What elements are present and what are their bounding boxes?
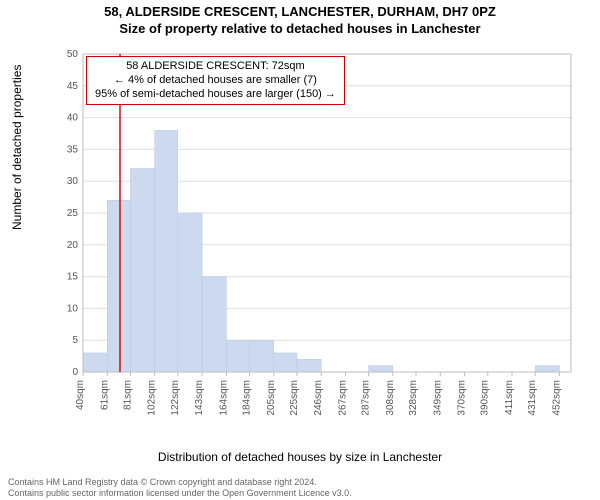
svg-text:102sqm: 102sqm: [147, 380, 158, 416]
svg-text:40: 40: [67, 113, 79, 124]
svg-text:164sqm: 164sqm: [218, 380, 229, 416]
info-line-1: 58 ALDERSIDE CRESCENT: 72sqm: [95, 60, 336, 74]
svg-text:246sqm: 246sqm: [313, 380, 324, 416]
svg-text:81sqm: 81sqm: [122, 380, 133, 410]
info-box: 58 ALDERSIDE CRESCENT: 72sqm ← 4% of det…: [86, 56, 345, 105]
info-line-2: ← 4% of detached houses are smaller (7): [95, 74, 336, 88]
info-line-3: 95% of semi-detached houses are larger (…: [95, 88, 336, 102]
svg-text:205sqm: 205sqm: [266, 380, 277, 416]
svg-text:143sqm: 143sqm: [194, 380, 205, 416]
footer-line-2: Contains public sector information licen…: [8, 488, 352, 498]
title-line-2: Size of property relative to detached ho…: [0, 21, 600, 38]
svg-text:0: 0: [72, 367, 78, 378]
svg-text:20: 20: [67, 240, 79, 251]
svg-text:349sqm: 349sqm: [432, 380, 443, 416]
chart-container: 58, ALDERSIDE CRESCENT, LANCHESTER, DURH…: [0, 0, 600, 500]
svg-text:287sqm: 287sqm: [361, 380, 372, 416]
title-line-1: 58, ALDERSIDE CRESCENT, LANCHESTER, DURH…: [0, 4, 600, 21]
svg-text:184sqm: 184sqm: [242, 380, 253, 416]
svg-text:40sqm: 40sqm: [75, 380, 86, 410]
svg-text:267sqm: 267sqm: [338, 380, 349, 416]
footer: Contains HM Land Registry data © Crown c…: [8, 477, 352, 498]
svg-text:452sqm: 452sqm: [551, 380, 562, 416]
title-area: 58, ALDERSIDE CRESCENT, LANCHESTER, DURH…: [0, 0, 600, 38]
x-axis-label: Distribution of detached houses by size …: [0, 450, 600, 464]
svg-text:225sqm: 225sqm: [289, 380, 300, 416]
svg-text:122sqm: 122sqm: [170, 380, 181, 416]
svg-text:370sqm: 370sqm: [457, 380, 468, 416]
svg-text:5: 5: [72, 335, 78, 346]
footer-line-1: Contains HM Land Registry data © Crown c…: [8, 477, 352, 487]
svg-text:10: 10: [67, 303, 79, 314]
svg-text:431sqm: 431sqm: [527, 380, 538, 416]
svg-text:61sqm: 61sqm: [99, 380, 110, 410]
svg-text:15: 15: [67, 272, 79, 283]
svg-text:50: 50: [67, 49, 79, 60]
svg-text:308sqm: 308sqm: [385, 380, 396, 416]
svg-text:390sqm: 390sqm: [480, 380, 491, 416]
svg-text:30: 30: [67, 176, 79, 187]
svg-text:411sqm: 411sqm: [504, 380, 515, 415]
svg-text:45: 45: [67, 81, 79, 92]
svg-text:35: 35: [67, 144, 79, 155]
svg-text:328sqm: 328sqm: [408, 380, 419, 416]
y-axis-label: Number of detached properties: [10, 65, 24, 230]
svg-text:25: 25: [67, 208, 79, 219]
